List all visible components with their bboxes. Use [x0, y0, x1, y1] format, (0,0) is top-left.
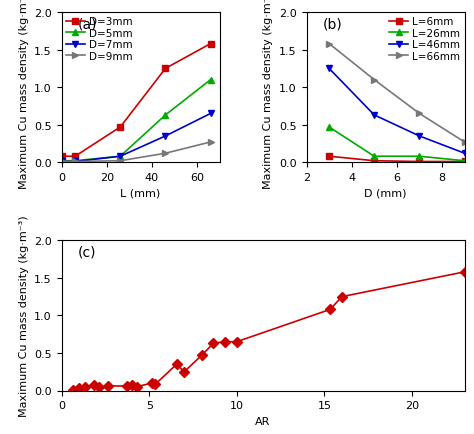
L=46mm: [462, 151, 467, 157]
L=46mm: [417, 134, 422, 139]
L=26mm: [326, 125, 332, 130]
D=7mm: [59, 160, 64, 165]
L=6mm: [326, 154, 332, 159]
Line: D=7mm: D=7mm: [59, 112, 213, 165]
L=66mm: [417, 112, 422, 117]
D=9mm: [163, 151, 168, 157]
Line: D=3mm: D=3mm: [59, 42, 213, 160]
D=3mm: [208, 42, 213, 47]
L=6mm: [372, 159, 377, 164]
L=26mm: [462, 159, 467, 164]
D=3mm: [163, 66, 168, 72]
L=6mm: [462, 160, 467, 165]
D=5mm: [118, 154, 123, 159]
D=9mm: [73, 160, 78, 165]
D=7mm: [163, 134, 168, 139]
D=5mm: [208, 78, 213, 83]
Legend: L=6mm, L=26mm, L=46mm, L=66mm: L=6mm, L=26mm, L=46mm, L=66mm: [387, 15, 463, 64]
L=26mm: [417, 154, 422, 159]
D=9mm: [208, 140, 213, 145]
Y-axis label: Maximum Cu mass density (kg·m⁻³): Maximum Cu mass density (kg·m⁻³): [18, 215, 28, 416]
D=7mm: [73, 160, 78, 165]
L=26mm: [372, 154, 377, 159]
D=5mm: [73, 159, 78, 164]
L=66mm: [326, 42, 332, 47]
Text: (a): (a): [77, 17, 97, 32]
D=7mm: [118, 154, 123, 159]
L=66mm: [372, 78, 377, 83]
Legend: D=3mm, D=5mm, D=7mm, D=9mm: D=3mm, D=5mm, D=7mm, D=9mm: [64, 15, 135, 64]
D=3mm: [59, 154, 64, 159]
X-axis label: D (mm): D (mm): [365, 188, 407, 198]
Y-axis label: Maximum Cu mass density (kg·m⁻³): Maximum Cu mass density (kg·m⁻³): [18, 0, 28, 188]
L=46mm: [372, 113, 377, 118]
Line: L=66mm: L=66mm: [326, 42, 467, 145]
D=5mm: [59, 159, 64, 164]
X-axis label: AR: AR: [255, 416, 271, 426]
D=5mm: [163, 113, 168, 118]
D=9mm: [59, 160, 64, 165]
D=3mm: [118, 125, 123, 130]
D=3mm: [73, 154, 78, 159]
L=6mm: [417, 160, 422, 165]
Line: D=9mm: D=9mm: [59, 140, 213, 165]
Y-axis label: Maximum Cu mass density (kg·m⁻³): Maximum Cu mass density (kg·m⁻³): [264, 0, 273, 188]
D=7mm: [208, 112, 213, 117]
Text: (c): (c): [78, 245, 96, 259]
Text: (b): (b): [322, 17, 342, 32]
L=66mm: [462, 140, 467, 145]
Line: L=46mm: L=46mm: [326, 66, 467, 157]
Line: D=5mm: D=5mm: [59, 78, 213, 164]
Line: L=6mm: L=6mm: [326, 154, 467, 165]
D=9mm: [118, 159, 123, 164]
Line: L=26mm: L=26mm: [326, 125, 467, 164]
L=46mm: [326, 66, 332, 72]
X-axis label: L (mm): L (mm): [120, 188, 161, 198]
